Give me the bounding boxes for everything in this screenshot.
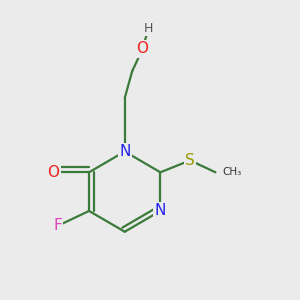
Text: O: O bbox=[136, 41, 148, 56]
Text: N: N bbox=[155, 203, 166, 218]
Text: F: F bbox=[53, 218, 62, 233]
Text: S: S bbox=[185, 153, 195, 168]
Text: CH₃: CH₃ bbox=[223, 167, 242, 177]
Text: N: N bbox=[119, 144, 130, 159]
Text: H: H bbox=[144, 22, 153, 34]
Text: O: O bbox=[47, 165, 59, 180]
